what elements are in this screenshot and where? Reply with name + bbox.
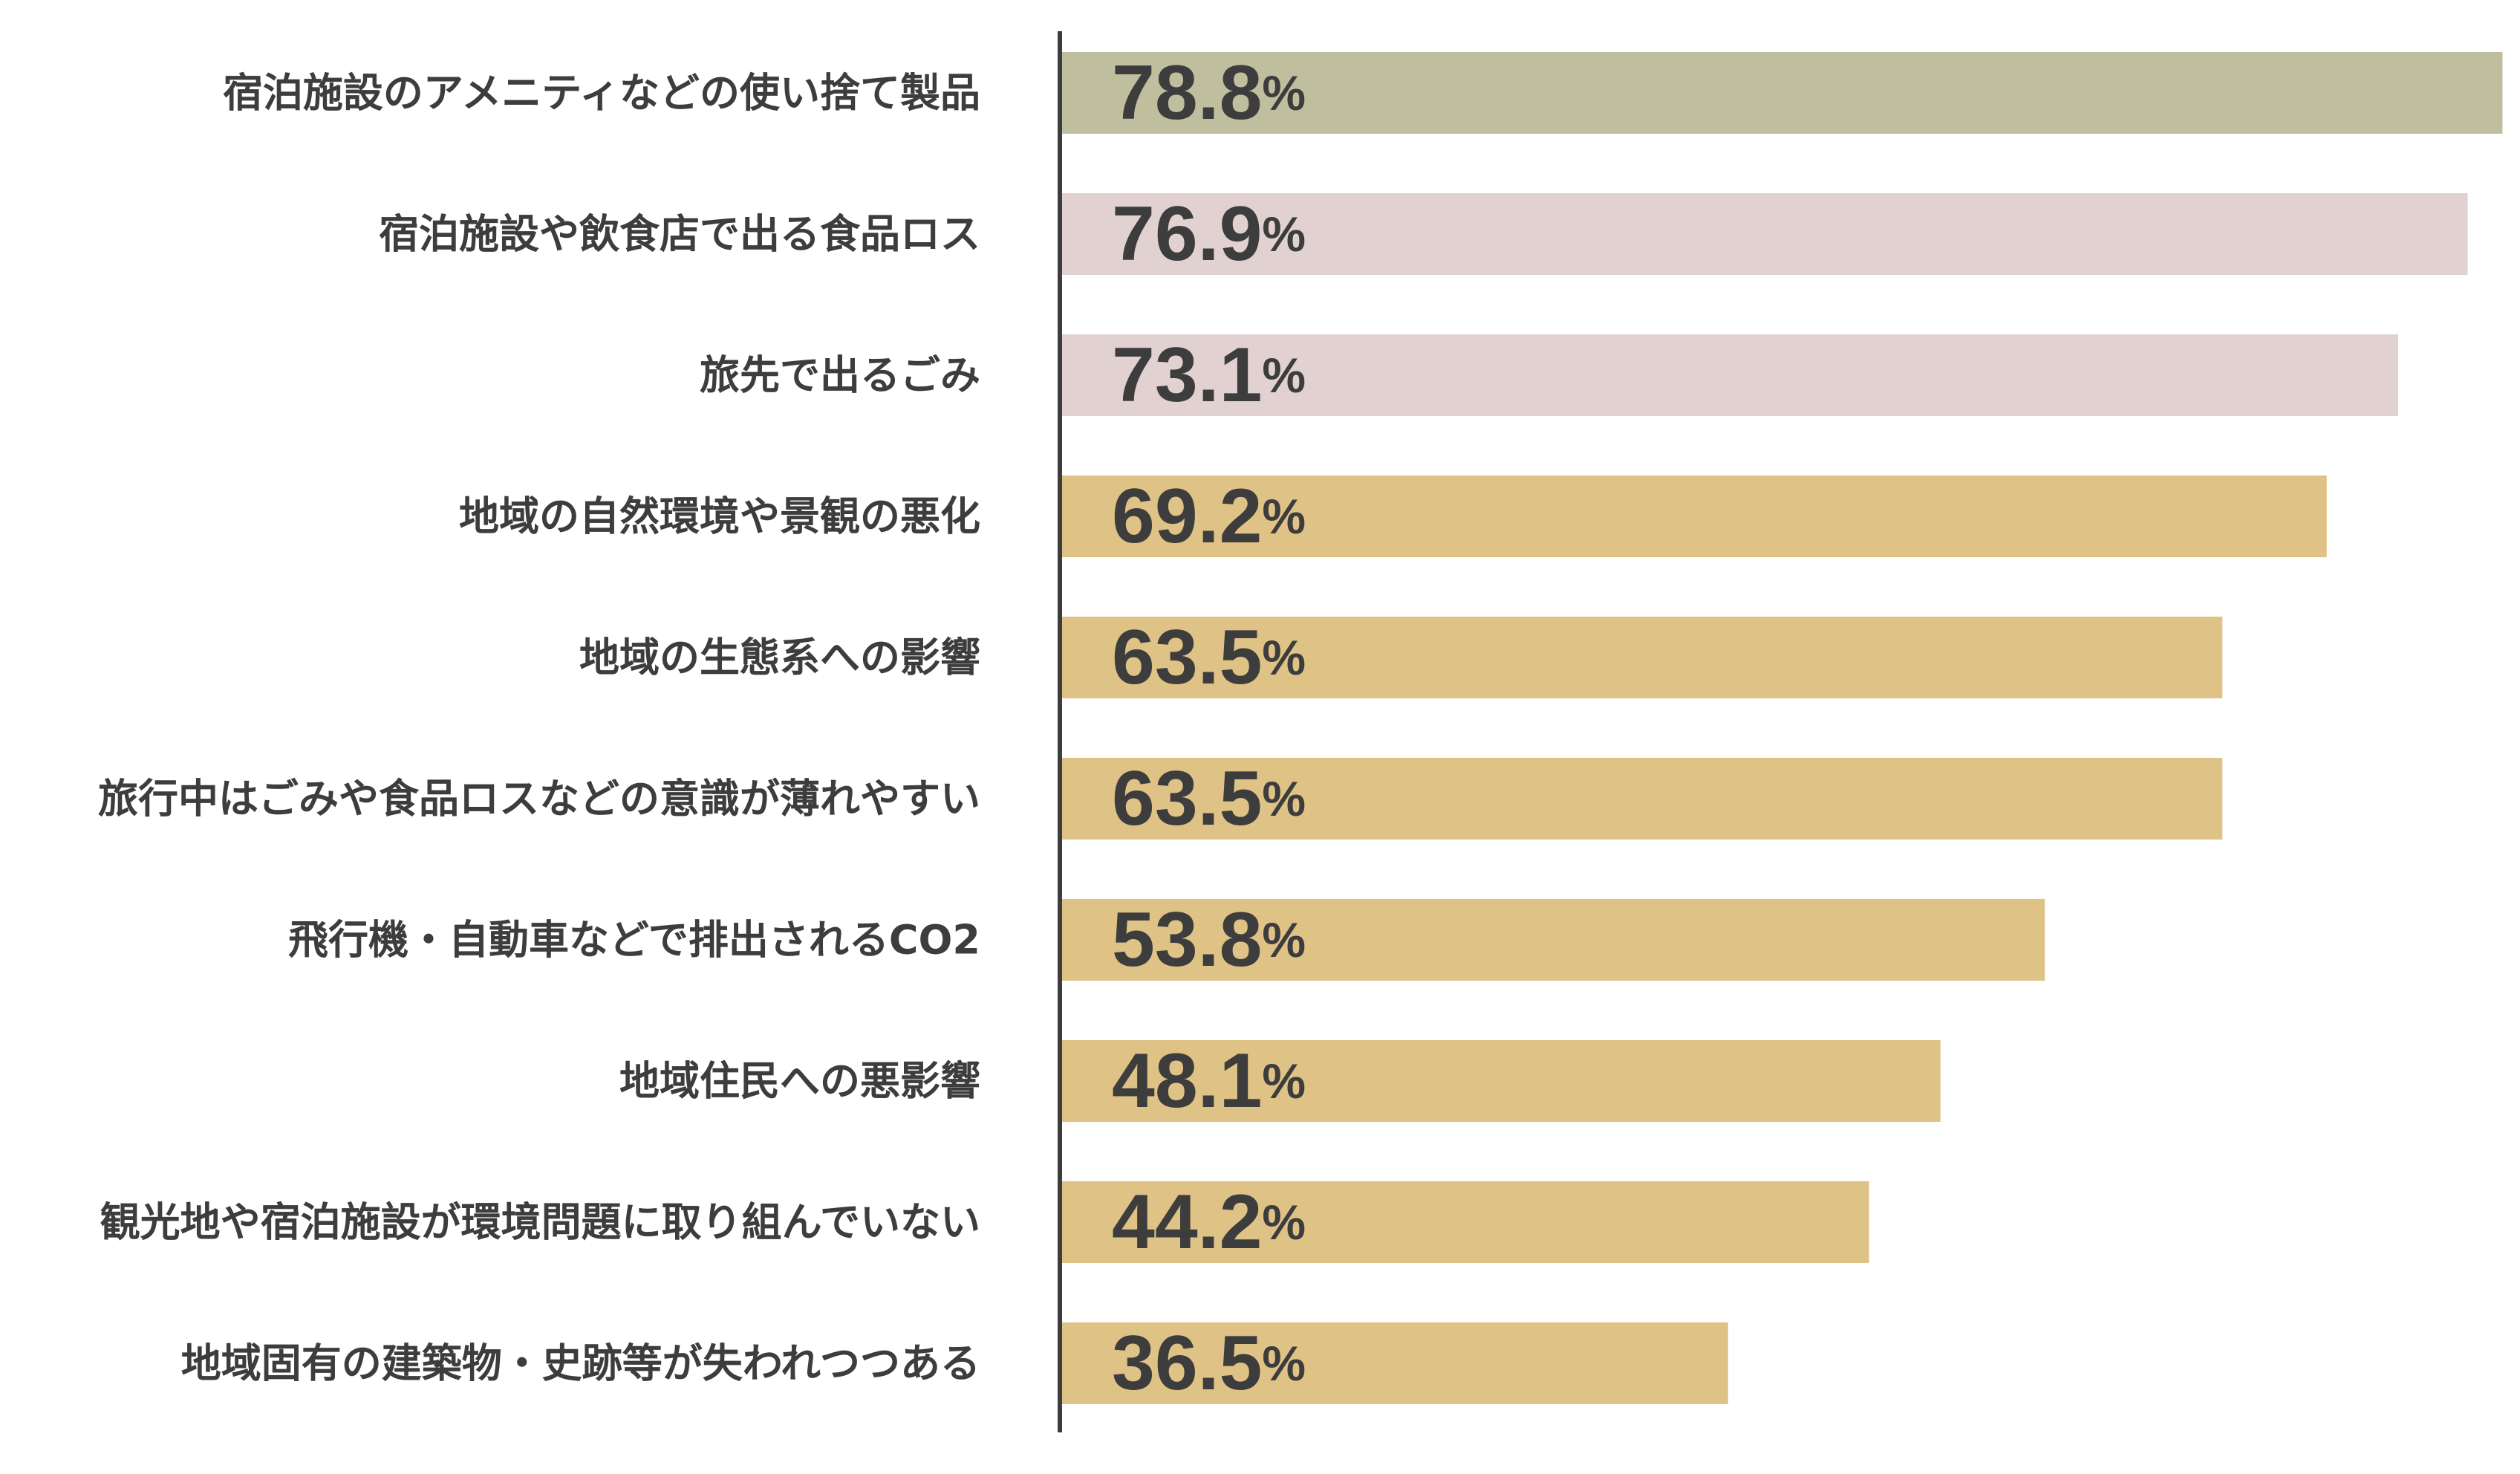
value-percent-sign: % bbox=[1262, 348, 1306, 403]
value-label: 36.5% bbox=[1112, 1320, 1306, 1406]
value-labels-group: 78.8%76.9%73.1%69.2%63.5%63.5%53.8%48.1%… bbox=[1112, 50, 1306, 1406]
value-label: 69.2% bbox=[1112, 473, 1306, 559]
value-label: 44.2% bbox=[1112, 1179, 1306, 1265]
value-label: 63.5% bbox=[1112, 614, 1306, 701]
value-label: 78.8% bbox=[1112, 50, 1306, 136]
category-label: 地域の自然環境や景観の悪化 bbox=[459, 493, 980, 540]
bar bbox=[1060, 617, 2223, 698]
value-number: 63.5 bbox=[1112, 614, 1262, 701]
value-number: 78.8 bbox=[1112, 50, 1262, 136]
value-percent-sign: % bbox=[1262, 912, 1306, 967]
bar bbox=[1060, 475, 2327, 557]
value-percent-sign: % bbox=[1262, 207, 1306, 262]
bar bbox=[1060, 1322, 1728, 1404]
value-percent-sign: % bbox=[1262, 65, 1306, 120]
value-percent-sign: % bbox=[1262, 1195, 1306, 1250]
category-label: 地域住民への悪影響 bbox=[619, 1058, 980, 1105]
category-label: 旅先で出るごみ bbox=[700, 352, 980, 399]
category-label: 宿泊施設や飲食店で出る食品ロス bbox=[379, 211, 980, 258]
value-number: 48.1 bbox=[1112, 1038, 1262, 1124]
bar bbox=[1060, 52, 2503, 134]
value-label: 76.9% bbox=[1112, 191, 1306, 277]
category-labels-group: 宿泊施設のアメニティなどの使い捨て製品宿泊施設や飲食店で出る食品ロス旅先で出るご… bbox=[98, 70, 980, 1387]
value-percent-sign: % bbox=[1262, 771, 1306, 826]
bars-group bbox=[1060, 52, 2503, 1404]
value-number: 76.9 bbox=[1112, 191, 1262, 277]
value-number: 44.2 bbox=[1112, 1179, 1262, 1265]
category-label: 観光地や宿泊施設が環境問題に取り組んでいない bbox=[100, 1199, 980, 1246]
value-label: 63.5% bbox=[1112, 756, 1306, 842]
bar bbox=[1060, 1040, 1941, 1122]
bar bbox=[1060, 193, 2468, 275]
category-label: 宿泊施設のアメニティなどの使い捨て製品 bbox=[223, 70, 980, 117]
value-number: 73.1 bbox=[1112, 332, 1262, 418]
category-label: 地域の生態系への影響 bbox=[579, 634, 980, 681]
value-percent-sign: % bbox=[1262, 489, 1306, 544]
value-number: 53.8 bbox=[1112, 897, 1262, 983]
value-percent-sign: % bbox=[1262, 1053, 1306, 1108]
value-percent-sign: % bbox=[1262, 630, 1306, 685]
value-percent-sign: % bbox=[1262, 1336, 1306, 1391]
value-label: 73.1% bbox=[1112, 332, 1306, 418]
value-number: 36.5 bbox=[1112, 1320, 1262, 1406]
value-label: 53.8% bbox=[1112, 897, 1306, 983]
category-label: 地域固有の建築物・史跡等が失われつつある bbox=[181, 1340, 980, 1387]
bar bbox=[1060, 899, 2045, 981]
value-number: 63.5 bbox=[1112, 756, 1262, 842]
value-number: 69.2 bbox=[1112, 473, 1262, 559]
bar bbox=[1060, 758, 2223, 840]
category-label: 旅行中はごみや食品ロスなどの意識が薄れやすい bbox=[98, 776, 980, 822]
value-label: 48.1% bbox=[1112, 1038, 1306, 1124]
category-label: 飛行機・自動車などで排出されるCO2 bbox=[288, 917, 980, 964]
bar bbox=[1060, 1181, 1869, 1263]
bar bbox=[1060, 334, 2398, 416]
